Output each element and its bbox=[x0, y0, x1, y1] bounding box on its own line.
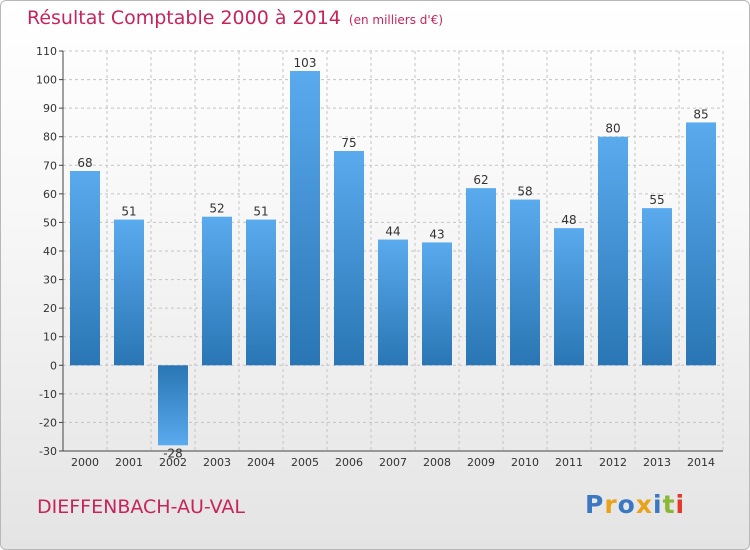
y-tick-label: 110 bbox=[36, 45, 57, 58]
value-label-2000: 68 bbox=[77, 156, 92, 170]
x-tick-label-2012: 2012 bbox=[599, 456, 627, 469]
bar-2001 bbox=[114, 219, 144, 366]
x-tick-label-2008: 2008 bbox=[423, 456, 451, 469]
bar-2008 bbox=[422, 242, 452, 366]
value-label-2001: 51 bbox=[121, 205, 136, 219]
axes bbox=[59, 50, 723, 452]
y-tick-label: 90 bbox=[43, 102, 57, 115]
logo-letter: x bbox=[635, 490, 653, 519]
proxiti-logo: Proxiti bbox=[585, 490, 685, 519]
y-tick-label: 70 bbox=[43, 159, 57, 172]
bar-2014 bbox=[686, 122, 716, 366]
value-label-2002: -28 bbox=[163, 446, 183, 460]
chart-title: Résultat Comptable 2000 à 2014 (en millie… bbox=[27, 7, 443, 29]
y-tick-label: -20 bbox=[39, 416, 57, 429]
bar-2011 bbox=[554, 228, 584, 366]
y-tick-label: 80 bbox=[43, 131, 57, 144]
value-label-2004: 51 bbox=[253, 205, 268, 219]
x-tick-label-2004: 2004 bbox=[247, 456, 275, 469]
chart-title-text: Résultat Comptable 2000 à 2014 bbox=[27, 7, 341, 29]
bar-2006 bbox=[334, 151, 364, 366]
value-label-2010: 58 bbox=[517, 185, 532, 199]
logo-letter: P bbox=[585, 490, 605, 519]
chart-subtitle: (en milliers d'€) bbox=[348, 13, 444, 27]
y-tick-label: 100 bbox=[36, 74, 57, 87]
y-tick-label: 10 bbox=[43, 331, 57, 344]
y-tick-label: 40 bbox=[43, 245, 57, 258]
x-tick-label-2009: 2009 bbox=[467, 456, 495, 469]
logo-letter: i bbox=[653, 490, 663, 519]
place-name: DIEFFENBACH-AU-VAL bbox=[37, 496, 246, 518]
x-tick-label-2007: 2007 bbox=[379, 456, 407, 469]
bar-2004 bbox=[246, 219, 276, 366]
value-label-2009: 62 bbox=[473, 173, 488, 187]
value-label-2006: 75 bbox=[341, 136, 356, 150]
x-tick-label-2001: 2001 bbox=[115, 456, 143, 469]
x-tick-label-2003: 2003 bbox=[203, 456, 231, 469]
x-tick-label-2013: 2013 bbox=[643, 456, 671, 469]
logo-letter: t bbox=[662, 490, 676, 519]
value-label-2012: 80 bbox=[605, 122, 620, 136]
bar-2000 bbox=[70, 171, 100, 366]
y-tick-label: -10 bbox=[39, 388, 57, 401]
value-label-2014: 85 bbox=[693, 107, 708, 121]
x-tick-label-2011: 2011 bbox=[555, 456, 583, 469]
y-tick-label: 50 bbox=[43, 216, 57, 229]
bar-2010 bbox=[510, 199, 540, 366]
bar-2005 bbox=[290, 71, 320, 366]
x-tick-label-2005: 2005 bbox=[291, 456, 319, 469]
logo-letter: o bbox=[617, 490, 636, 519]
logo-letter: i bbox=[675, 490, 686, 519]
logo-letter: r bbox=[604, 490, 618, 519]
y-tick-label: 20 bbox=[43, 302, 57, 315]
x-tick-label-2010: 2010 bbox=[511, 456, 539, 469]
y-tick-label: 30 bbox=[43, 274, 57, 287]
y-tick-label: 0 bbox=[50, 359, 57, 372]
x-tick-label-2002: 2002 bbox=[159, 456, 187, 469]
value-label-2011: 48 bbox=[561, 213, 576, 227]
y-tick-label: -30 bbox=[39, 445, 57, 458]
bar-2012 bbox=[598, 136, 628, 366]
labels: -30 -20 -10 0 10 20 30 40 50 60 70 80 90 100 110 68 2000… bbox=[36, 45, 715, 469]
bar-2013 bbox=[642, 208, 672, 366]
value-label-2013: 55 bbox=[649, 193, 664, 207]
bars bbox=[70, 71, 716, 446]
value-label-2005: 103 bbox=[294, 56, 317, 70]
y-tick-label: 60 bbox=[43, 188, 57, 201]
x-tick-label-2014: 2014 bbox=[687, 456, 715, 469]
value-label-2007: 44 bbox=[385, 225, 400, 239]
value-label-2008: 43 bbox=[429, 227, 444, 241]
bar-2002 bbox=[158, 365, 188, 446]
value-label-2003: 52 bbox=[209, 202, 224, 216]
bar-2007 bbox=[378, 239, 408, 366]
x-tick-label-2006: 2006 bbox=[335, 456, 363, 469]
x-tick-label-2000: 2000 bbox=[71, 456, 99, 469]
bar-2009 bbox=[466, 188, 496, 366]
bar-2003 bbox=[202, 216, 232, 366]
